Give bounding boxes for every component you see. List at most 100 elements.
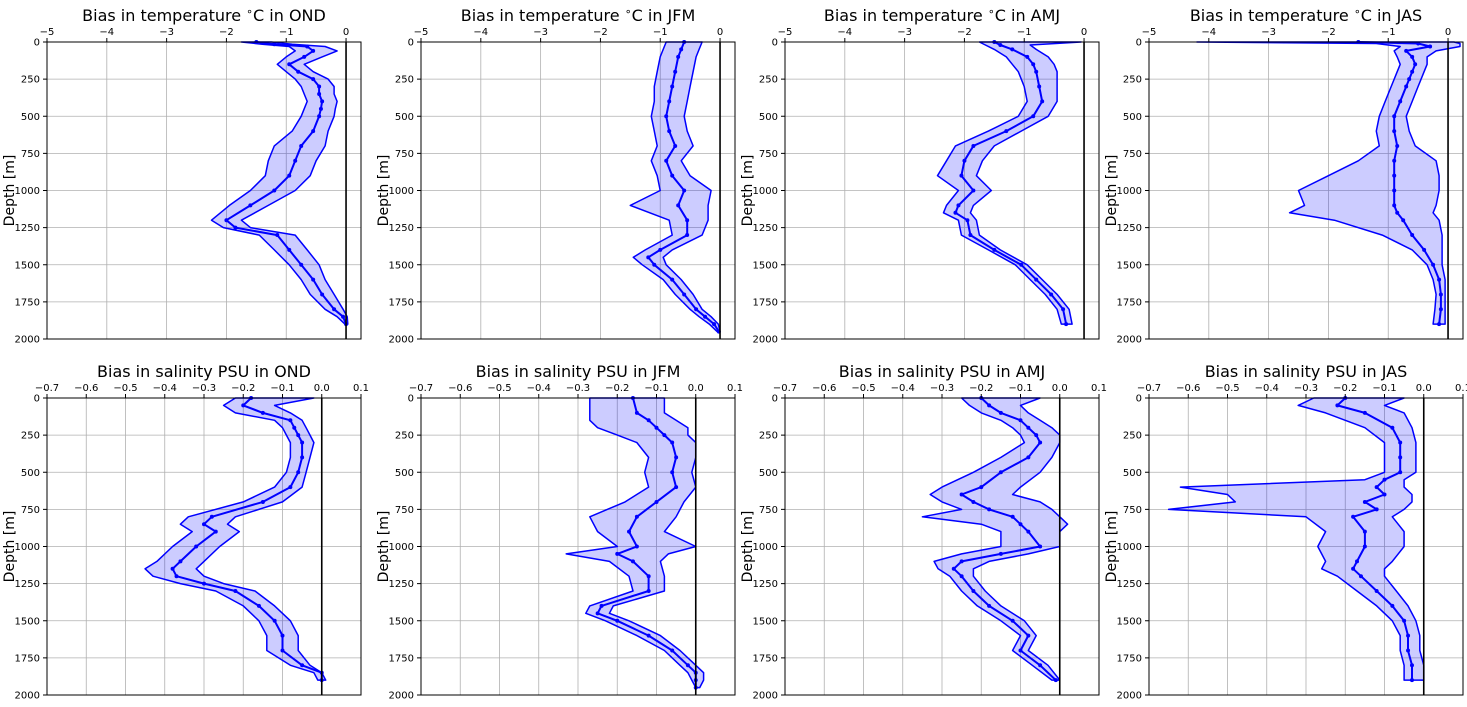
- x-tick-label: −0.7: [35, 383, 59, 394]
- x-tick-label: 0.1: [1455, 383, 1467, 394]
- y-tick-label: 0: [34, 38, 40, 49]
- mean-point: [288, 485, 293, 490]
- x-tick-label: −0.5: [1215, 383, 1239, 394]
- mean-point: [317, 114, 322, 119]
- mean-point: [971, 589, 976, 594]
- mean-point: [1390, 425, 1395, 430]
- y-tick-label: 2000: [1117, 691, 1142, 702]
- mean-point: [646, 633, 651, 638]
- x-tick-label: −0.5: [113, 383, 137, 394]
- x-tick-label: −2: [219, 27, 234, 38]
- mean-point: [224, 218, 229, 223]
- mean-point: [1410, 233, 1415, 238]
- mean-point: [1026, 633, 1031, 638]
- mean-point: [998, 42, 1003, 47]
- x-tick-label: −3: [159, 27, 174, 38]
- mean-line: [952, 397, 1057, 681]
- x-tick-label: −0.3: [566, 383, 590, 394]
- mean-point: [646, 589, 651, 594]
- y-axis-label: Depth [m]: [740, 511, 756, 583]
- mean-point: [959, 173, 964, 178]
- x-tick-label: −0.3: [1294, 383, 1318, 394]
- y-axis-label: Depth [m]: [376, 511, 392, 583]
- y-tick-label: 0: [34, 394, 40, 405]
- x-tick-label: −3: [1261, 27, 1276, 38]
- mean-point: [300, 663, 305, 668]
- mean-point: [971, 499, 976, 504]
- y-tick-label: 250: [395, 431, 414, 442]
- y-tick-label: 1750: [15, 297, 40, 308]
- y-tick-label: 1250: [753, 223, 778, 234]
- x-tick-label: −0.7: [409, 383, 433, 394]
- mean-point: [1410, 69, 1415, 74]
- mean-point: [260, 410, 265, 415]
- mean-point: [703, 314, 708, 319]
- subplot-1: −5 −4 −3 −2 −1 0 0 250 500 750 1000 1250 1500 1750 200…: [2, 5, 362, 346]
- mean-point: [311, 77, 316, 82]
- spread-band: [1167, 397, 1425, 681]
- y-tick-label: 1500: [15, 260, 40, 271]
- y-tick-label: 250: [21, 75, 40, 86]
- plot-title: Bias in temperature ∘C in OND: [82, 5, 326, 26]
- x-tick-label: −4: [473, 27, 488, 38]
- y-tick-label: 2000: [15, 335, 40, 346]
- y-tick-label: 250: [21, 431, 40, 442]
- mean-point: [311, 277, 316, 282]
- mean-point: [272, 618, 277, 623]
- mean-point: [670, 277, 675, 282]
- y-tick-label: 750: [395, 505, 414, 516]
- mean-point: [646, 418, 651, 423]
- x-tick-label: −5: [1142, 27, 1157, 38]
- y-tick-label: 500: [759, 468, 778, 479]
- x-tick-label: −0.4: [891, 383, 915, 394]
- mean-point: [1026, 455, 1031, 460]
- mean-point: [1404, 84, 1409, 89]
- mean-point: [971, 188, 976, 193]
- mean-point: [1049, 292, 1054, 297]
- x-tick-label: −0.2: [969, 383, 993, 394]
- y-axis-label: Depth [m]: [740, 155, 756, 227]
- mean-point: [1390, 603, 1395, 608]
- x-tick-label: 0.1: [1091, 383, 1107, 394]
- mean-point: [1026, 425, 1031, 430]
- mean-point: [667, 129, 672, 134]
- mean-point: [676, 54, 681, 59]
- mean-point: [1398, 99, 1403, 104]
- y-tick-label: 1000: [15, 186, 40, 197]
- mean-point: [1031, 114, 1036, 119]
- mean-point: [685, 663, 690, 668]
- mean-point: [1038, 544, 1043, 549]
- mean-point: [654, 425, 659, 430]
- x-tick-label: −0.6: [812, 383, 836, 394]
- x-tick-label: −0.4: [1255, 383, 1279, 394]
- y-tick-label: 250: [395, 75, 414, 86]
- y-tick-label: 2000: [389, 691, 414, 702]
- mean-point: [654, 499, 659, 504]
- mean-point: [1409, 663, 1414, 668]
- y-axis-label: Depth [m]: [376, 155, 392, 227]
- y-tick-label: 1250: [1117, 223, 1142, 234]
- subplot-5: −0.7 −0.6 −0.5 −0.4 −0.3 −0.2 −0.1 0.0 0.1 0 250 50…: [2, 362, 369, 702]
- mean-point: [682, 292, 687, 297]
- mean-point: [194, 544, 199, 549]
- x-tick-label: −2: [1321, 27, 1336, 38]
- mean-point: [670, 173, 675, 178]
- mean-point: [1392, 203, 1397, 208]
- y-tick-label: 750: [1123, 149, 1142, 160]
- mean-point: [317, 84, 322, 89]
- mean-point: [658, 247, 663, 252]
- y-tick-label: 500: [1123, 112, 1142, 123]
- mean-point: [1018, 648, 1023, 653]
- mean-point: [296, 433, 301, 438]
- mean-point: [174, 574, 179, 579]
- x-tick-label: 0: [343, 27, 349, 38]
- y-tick-label: 500: [395, 112, 414, 123]
- y-tick-label: 500: [395, 468, 414, 479]
- y-tick-label: 250: [759, 75, 778, 86]
- mean-point: [1038, 440, 1043, 445]
- y-tick-label: 750: [759, 505, 778, 516]
- x-tick-label: 0.1: [727, 383, 743, 394]
- y-tick-label: 2000: [753, 691, 778, 702]
- subplot-8: −0.7 −0.6 −0.5 −0.4 −0.3 −0.2 −0.1 0.0 0.1 0 250 50…: [1104, 362, 1467, 702]
- mean-point: [595, 611, 600, 616]
